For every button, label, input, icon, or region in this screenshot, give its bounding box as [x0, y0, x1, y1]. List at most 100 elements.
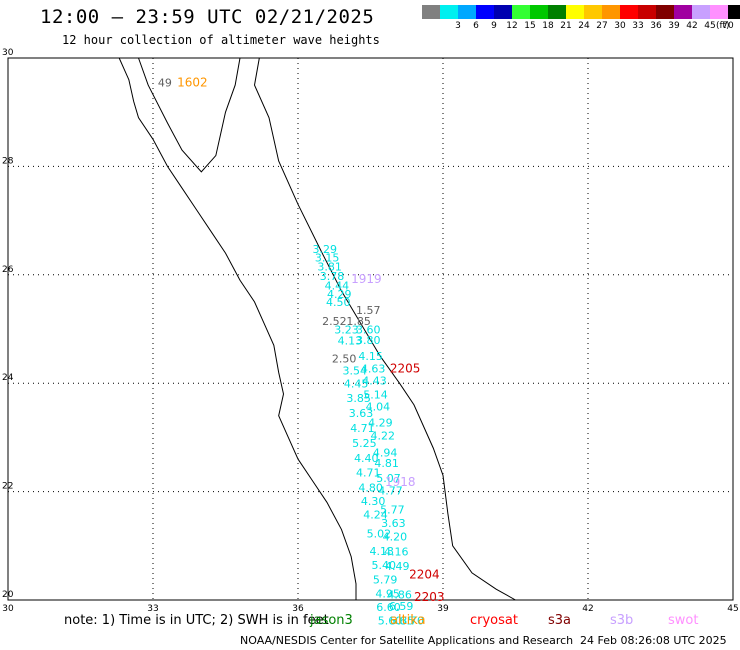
- legend-swatch: [566, 5, 584, 19]
- sat-label-altika: altika: [390, 613, 426, 628]
- y-tick-label: 20: [2, 590, 14, 600]
- legend-tick-label: 24: [578, 21, 590, 31]
- color-legend: [422, 5, 740, 19]
- pass-time-label: 2205: [390, 361, 421, 375]
- legend-tick-label: 21: [560, 21, 572, 31]
- wave-height-label: 5.14: [363, 388, 388, 401]
- sat-label-cryosat: cryosat: [470, 613, 518, 628]
- pass-time-label: 2203: [414, 590, 445, 604]
- x-tick-label: 36: [292, 604, 304, 614]
- wave-height-label: 3.15: [315, 251, 340, 264]
- pass-time-label: 1918: [385, 475, 416, 489]
- pass-time-label: 1919: [351, 272, 382, 286]
- wave-height-label-gray: 1.85: [346, 315, 371, 328]
- map-frame: [7, 57, 734, 601]
- x-tick-label: 39: [437, 604, 449, 614]
- coastline-arabia: [253, 57, 516, 601]
- legend-tick-label: 15: [524, 21, 536, 31]
- wave-height-label: 3.78: [320, 270, 345, 283]
- legend-tick-label: 36: [650, 21, 662, 31]
- legend-tick-label: 70: [722, 21, 734, 31]
- wave-height-label: 4.24: [363, 509, 388, 522]
- legend-swatch: [458, 5, 476, 19]
- wave-height-label: 4.44: [325, 279, 350, 292]
- pass-time-label: 1602: [177, 76, 208, 90]
- x-tick-label: 30: [2, 604, 14, 614]
- legend-swatch: [530, 5, 548, 19]
- wave-height-label: 4.22: [371, 430, 396, 443]
- generated-timestamp: 24 Feb 08:26:08 UTC 2025: [580, 634, 727, 647]
- legend-swatch: [638, 5, 656, 19]
- legend-swatch: [602, 5, 620, 19]
- legend-swatch: [656, 5, 674, 19]
- wave-height-label: 4.13: [370, 545, 395, 558]
- wave-height-label: 5.07: [376, 472, 401, 485]
- legend-swatch: [584, 5, 602, 19]
- y-tick-label: 30: [2, 48, 14, 58]
- y-tick-label: 28: [2, 156, 14, 166]
- legend-tick-label: 42: [686, 21, 698, 31]
- wave-height-label-gray: 49: [158, 77, 172, 90]
- wave-height-label: 3.63: [349, 407, 374, 420]
- wave-height-label: 4.80: [358, 482, 383, 495]
- sat-label-swot: swot: [668, 613, 699, 628]
- wave-height-label: 4.13: [338, 335, 363, 348]
- wave-height-label: 4.20: [383, 530, 408, 543]
- wave-height-label: 3.54: [342, 365, 367, 378]
- wave-height-label: 6.60: [376, 601, 401, 614]
- wave-height-label: 3.29: [313, 243, 338, 256]
- wave-height-label: 3.60: [356, 323, 381, 336]
- legend-tick-label: 45: [704, 21, 716, 31]
- wave-height-label: 3.81: [317, 260, 342, 273]
- wave-height-label: 4.15: [358, 350, 383, 363]
- legend-tick-label: 30: [614, 21, 626, 31]
- page-subtitle: 12 hour collection of altimeter wave hei…: [62, 33, 380, 47]
- wave-height-label: 6.70: [400, 614, 425, 627]
- legend-tick-label: 12: [506, 21, 518, 31]
- wave-height-label: 3.23: [334, 323, 359, 336]
- y-tick-label: 24: [2, 373, 14, 383]
- wave-height-label: 3.80: [356, 334, 381, 347]
- wave-height-label: 4.50: [326, 296, 351, 309]
- wave-height-label: 6.59: [389, 600, 414, 613]
- wave-height-label: 4.29: [327, 288, 352, 301]
- wave-height-label: 5.02: [367, 528, 392, 541]
- legend-tick-label: 27: [596, 21, 608, 31]
- wave-height-label: 4.81: [374, 457, 399, 470]
- wave-height-label: 4.45: [344, 378, 369, 391]
- wave-height-label: 4.40: [354, 452, 379, 465]
- coastline-africa: [118, 57, 357, 600]
- wave-height-label: 4.04: [366, 400, 391, 413]
- wave-height-label: 4.86: [387, 588, 412, 601]
- x-tick-label: 45: [727, 604, 738, 614]
- wave-height-label: 4.71: [350, 422, 375, 435]
- legend-swatch: [512, 5, 530, 19]
- legend-swatch: [494, 5, 512, 19]
- wave-height-label: 5.60: [378, 614, 403, 627]
- footer-note: note: 1) Time is in UTC; 2) SWH is in fe…: [64, 613, 329, 628]
- legend-swatch: [620, 5, 638, 19]
- legend-tick-label: 3: [455, 21, 461, 31]
- wave-height-label: 4.77: [378, 484, 403, 497]
- wave-height-label: 4.71: [356, 466, 381, 479]
- legend-swatch: [692, 5, 710, 19]
- legend-swatch: [728, 5, 740, 19]
- wave-height-label-gray: 2.50: [332, 353, 357, 366]
- wave-height-label: 4.94: [373, 446, 398, 459]
- legend-unit: (ft): [716, 21, 730, 31]
- wave-height-label: 4.29: [368, 417, 393, 430]
- wave-height-label: 5.35: [390, 614, 415, 627]
- legend-tick-label: 18: [542, 21, 554, 31]
- sat-label-jason3: jason3: [310, 613, 353, 628]
- wave-height-label: 5.40: [371, 559, 396, 572]
- wave-height-label: 5.25: [352, 437, 377, 450]
- wave-height-label: 4.95: [375, 587, 400, 600]
- wave-height-label: 4.16: [384, 546, 409, 559]
- wave-height-label: 4.30: [361, 495, 386, 508]
- legend-tick-label: 39: [668, 21, 680, 31]
- y-tick-label: 22: [2, 482, 13, 492]
- wave-height-label: 4.49: [385, 560, 410, 573]
- wave-height-label: 3.85: [346, 392, 371, 405]
- pass-time-label: 2204: [409, 567, 440, 581]
- wave-height-label-gray: 1.57: [356, 304, 381, 317]
